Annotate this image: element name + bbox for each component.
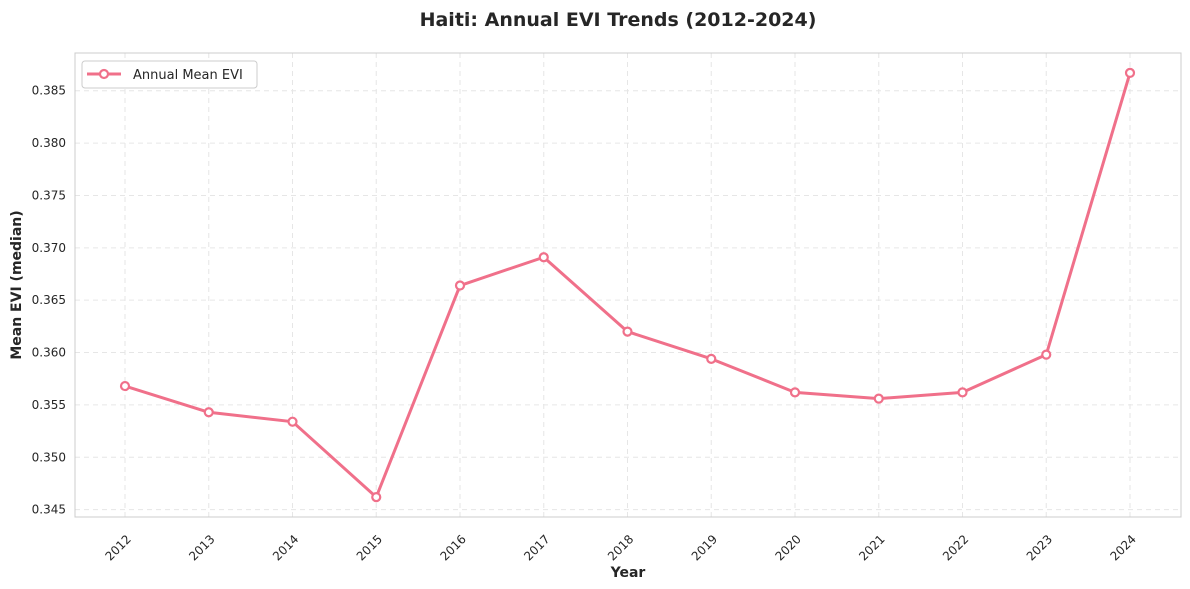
data-point-2014 [287,416,298,427]
data-point-2018 [622,326,633,337]
y-axis-label: Mean EVI (median) [9,210,25,359]
x-gridlines [124,53,1131,517]
y-tick-label: 0.380 [32,136,66,150]
y-tick-label: 0.370 [32,241,66,255]
data-point-2024 [1124,67,1136,79]
x-tick-label: 2020 [772,532,803,563]
data-point-2021 [873,393,884,404]
data-point-2013 [203,407,214,418]
x-tick-label: 2016 [437,532,468,563]
x-tick-label: 2014 [270,532,301,563]
data-point-2020 [789,387,801,398]
data-point-2023 [1041,349,1052,360]
data-point-2019 [706,353,717,364]
x-tick-label: 2023 [1024,532,1055,563]
legend-label: Annual Mean EVI [133,68,243,83]
legend-box [81,60,258,89]
x-tick-label: 2018 [605,532,636,563]
y-tick-label: 0.360 [32,346,66,360]
series-layer [119,67,1136,503]
x-tick-label: 2021 [856,532,887,563]
y-tick-label: 0.375 [32,188,66,202]
x-axis-ticks: 2012 2013 2014 2015 2016 2017 2018 2019 2020 2021… [102,532,1138,563]
chart-title: Haiti: Annual EVI Trends (2012-2024) [420,9,817,31]
x-tick-label: 2013 [186,532,217,563]
data-point-2015 [371,491,382,503]
x-axis-label: Year [610,565,646,581]
x-tick-label: 2017 [521,532,552,563]
y-tick-label: 0.345 [32,503,66,517]
plot-frame [74,52,1182,518]
y-tick-label: 0.365 [32,293,66,307]
x-tick-label: 2015 [354,532,385,563]
y-tick-label: 0.355 [32,398,66,412]
legend-marker [98,68,110,80]
y-tick-label: 0.385 [32,84,66,98]
data-point-2017 [538,252,549,263]
x-tick-label: 2024 [1107,532,1138,563]
x-tick-label: 2022 [940,532,971,563]
x-tick-label: 2019 [689,532,720,563]
x-tick-label: 2012 [102,532,133,563]
y-axis-ticks: 0.345 0.350 0.355 0.360 0.365 0.370 0.375 0.380… [32,84,66,517]
legend: Annual Mean EVI [81,60,258,89]
data-point-2016 [454,280,466,291]
data-point-2012 [119,380,131,392]
y-tick-label: 0.350 [32,450,66,464]
data-point-2022 [957,387,968,398]
